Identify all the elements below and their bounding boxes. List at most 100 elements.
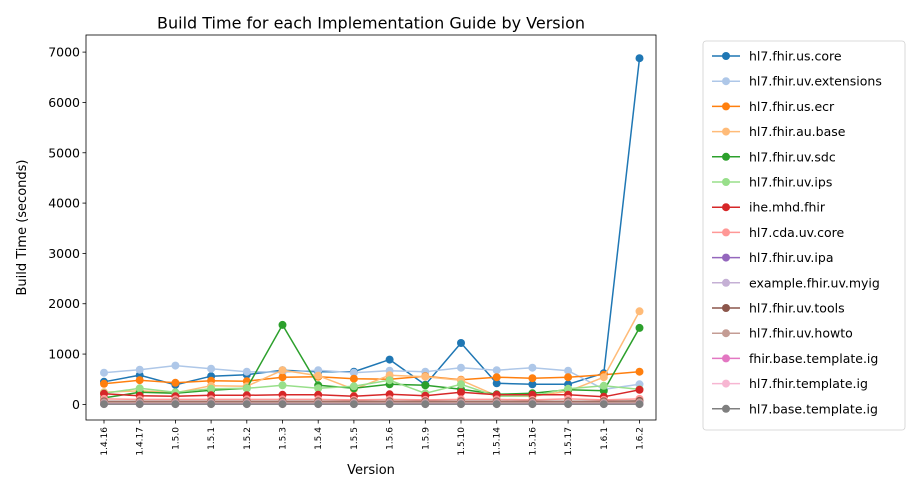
x-tick-label: 1.5.10: [457, 427, 467, 456]
data-point: [278, 400, 287, 409]
data-point: [100, 400, 108, 409]
data-point: [492, 379, 501, 388]
legend-marker: [722, 404, 730, 413]
plot-area: [100, 54, 644, 409]
x-tick-label: 1.6.1: [600, 427, 610, 450]
data-point: [599, 381, 608, 390]
series-line-7: [103, 398, 640, 401]
data-point: [635, 323, 644, 332]
data-point: [385, 400, 394, 409]
x-axis-label: Version: [347, 463, 395, 478]
data-point: [314, 384, 323, 393]
data-point: [564, 373, 573, 382]
data-point: [207, 364, 216, 373]
legend-marker: [722, 329, 730, 338]
data-point: [635, 400, 644, 409]
data-point: [457, 363, 465, 372]
data-point: [635, 385, 644, 394]
legend-label: hl7.fhir.uv.ipa: [749, 250, 833, 265]
data-point: [100, 379, 108, 388]
y-tick-label: 2000: [48, 296, 80, 311]
series-line-0: [103, 58, 641, 386]
x-tick-label: 1.6.2: [636, 427, 646, 450]
data-point: [599, 400, 608, 409]
data-point: [349, 382, 358, 391]
series-line-2: [103, 370, 640, 385]
data-point: [457, 388, 465, 397]
data-point: [349, 400, 358, 409]
data-point: [135, 365, 144, 374]
x-tick-label: 1.5.14: [493, 427, 503, 456]
legend-label: ihe.mhd.fhir: [749, 200, 826, 215]
data-point: [457, 380, 465, 389]
data-point: [314, 366, 323, 375]
data-point: [457, 400, 465, 409]
y-tick-label: 7000: [48, 45, 80, 60]
legend-label: example.fhir.uv.myig: [749, 275, 880, 290]
x-tick-label: 1.5.4: [314, 427, 324, 450]
data-point: [635, 54, 644, 63]
data-point: [242, 400, 251, 409]
legend-marker: [722, 77, 730, 86]
x-axis: 1.4.16 1.4.17 1.5.0 1.5.1 1.5.2 1.5.3 1.5.4 1.5…: [100, 420, 646, 456]
series-line-6: [103, 389, 640, 398]
data-point: [207, 400, 216, 409]
legend-label: hl7.fhir.us.core: [749, 49, 842, 64]
data-point: [564, 400, 573, 409]
data-point: [528, 374, 537, 383]
x-tick-label: 1.4.16: [100, 427, 110, 456]
legend-marker: [722, 178, 730, 186]
data-point: [349, 374, 358, 383]
legend-marker: [722, 228, 730, 237]
legend-label: hl7.fhir.template.ig: [749, 376, 868, 391]
legend-marker: [722, 102, 730, 111]
data-point: [421, 372, 430, 381]
data-point: [457, 339, 465, 347]
data-point: [242, 367, 251, 376]
y-tick-label: 6000: [48, 95, 80, 110]
data-point: [207, 384, 216, 393]
x-tick-label: 1.5.5: [350, 427, 360, 450]
x-tick-label: 1.5.3: [279, 427, 289, 450]
data-point: [314, 371, 323, 380]
legend-marker: [722, 203, 730, 212]
y-tick-label: 0: [72, 397, 80, 412]
data-point: [278, 373, 287, 382]
series-line-3: [103, 310, 641, 398]
legend-box: [702, 40, 906, 431]
series-line-5: [103, 379, 640, 398]
data-point: [421, 381, 430, 390]
legend-label: hl7.fhir.us.ecr: [749, 99, 835, 114]
data-point: [278, 366, 287, 375]
data-point: [314, 400, 323, 409]
legend-label: hl7.fhir.uv.extensions: [749, 74, 882, 89]
legend-label: hl7.fhir.uv.howto: [749, 326, 853, 341]
legend-marker: [722, 127, 730, 136]
x-tick-label: 1.5.0: [171, 427, 181, 450]
legend-marker: [722, 278, 730, 287]
data-point: [100, 368, 108, 377]
legend-marker: [722, 304, 730, 312]
legend-label: hl7.cda.uv.core: [749, 225, 844, 240]
series-line-1: [103, 364, 640, 391]
series-line-10: [104, 400, 640, 403]
y-tick-label: 4000: [48, 196, 80, 211]
data-point: [278, 381, 287, 390]
y-axis-label: Build Time (seconds): [15, 160, 30, 296]
data-point: [385, 376, 394, 385]
x-tick-label: 1.5.1: [207, 427, 217, 450]
data-point: [349, 368, 358, 377]
legend-marker: [722, 152, 730, 161]
legend-label: hl7.base.template.ig: [749, 401, 878, 416]
x-tick-label: 1.5.17: [564, 427, 574, 456]
legend-label: hl7.fhir.uv.sdc: [749, 149, 836, 164]
x-tick-label: 1.5.6: [386, 427, 396, 450]
data-point: [278, 320, 287, 329]
data-point: [242, 384, 251, 393]
legend-marker: [722, 253, 730, 262]
legend-label: fhir.base.template.ig: [749, 351, 878, 366]
legend-label: hl7.fhir.uv.ips: [749, 175, 832, 190]
data-point: [492, 366, 501, 375]
x-tick-label: 1.4.17: [136, 427, 146, 456]
